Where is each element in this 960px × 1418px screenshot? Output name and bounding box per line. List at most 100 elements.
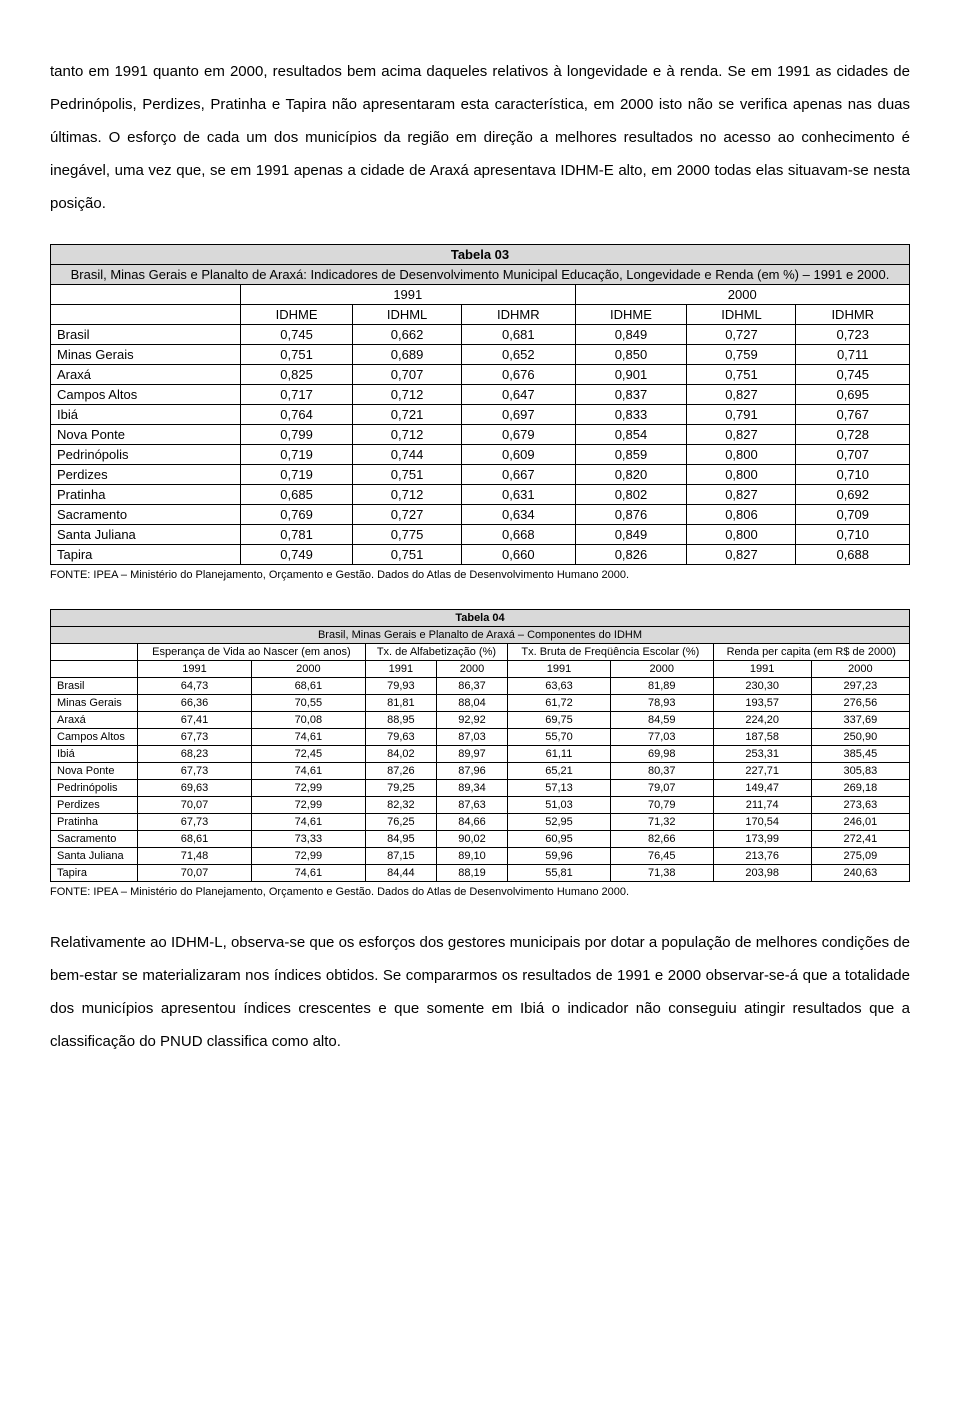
row-label: Perdizes [51, 797, 138, 814]
cell-value: 71,32 [610, 814, 713, 831]
cell-value: 0,751 [241, 345, 353, 365]
cell-value: 72,99 [251, 797, 365, 814]
row-label: Sacramento [51, 831, 138, 848]
cell-value: 90,02 [436, 831, 507, 848]
cell-value: 86,37 [436, 678, 507, 695]
cell-value: 0,769 [241, 505, 353, 525]
cell-value: 0,707 [796, 445, 910, 465]
cell-value: 68,61 [138, 831, 252, 848]
cell-value: 0,820 [575, 465, 687, 485]
row-label: Araxá [51, 365, 241, 385]
cell-value: 84,44 [365, 865, 436, 882]
cell-value: 64,73 [138, 678, 252, 695]
cell-value: 0,676 [462, 365, 575, 385]
cell-value: 52,95 [508, 814, 611, 831]
cell-value: 0,876 [575, 505, 687, 525]
cell-value: 68,23 [138, 746, 252, 763]
cell-value: 0,712 [353, 425, 462, 445]
cell-value: 0,826 [575, 545, 687, 565]
cell-value: 0,719 [241, 445, 353, 465]
table-row: Araxá0,8250,7070,6760,9010,7510,745 [51, 365, 910, 385]
cell-value: 0,709 [796, 505, 910, 525]
table-row: Santa Juliana0,7810,7750,6680,8490,8000,… [51, 525, 910, 545]
cell-value: 0,751 [353, 465, 462, 485]
table04-group-header: Tx. Bruta de Freqüência Escolar (%) [508, 644, 714, 661]
cell-value: 87,96 [436, 763, 507, 780]
table-row: Minas Gerais66,3670,5581,8188,0461,7278,… [51, 695, 910, 712]
table03-col-header: IDHMR [462, 305, 575, 325]
cell-value: 0,745 [796, 365, 910, 385]
table03-col-header-row: IDHMEIDHMLIDHMRIDHMEIDHMLIDHMR [51, 305, 910, 325]
table04-year-header: 2000 [811, 661, 909, 678]
table04-year-header: 1991 [365, 661, 436, 678]
cell-value: 305,83 [811, 763, 909, 780]
cell-value: 76,45 [610, 848, 713, 865]
cell-value: 0,710 [796, 465, 910, 485]
table03-col-header: IDHMR [796, 305, 910, 325]
cell-value: 385,45 [811, 746, 909, 763]
cell-value: 79,93 [365, 678, 436, 695]
cell-value: 246,01 [811, 814, 909, 831]
cell-value: 0,775 [353, 525, 462, 545]
cell-value: 0,695 [796, 385, 910, 405]
cell-value: 74,61 [251, 865, 365, 882]
cell-value: 269,18 [811, 780, 909, 797]
cell-value: 0,751 [687, 365, 796, 385]
cell-value: 0,712 [353, 385, 462, 405]
row-label: Perdizes [51, 465, 241, 485]
cell-value: 0,859 [575, 445, 687, 465]
table04-year-header: 1991 [508, 661, 611, 678]
cell-value: 337,69 [811, 712, 909, 729]
row-label: Santa Juliana [51, 848, 138, 865]
table-row: Campos Altos0,7170,7120,6470,8370,8270,6… [51, 385, 910, 405]
table-row: Santa Juliana71,4872,9987,1589,1059,9676… [51, 848, 910, 865]
table-row: Ibiá0,7640,7210,6970,8330,7910,767 [51, 405, 910, 425]
cell-value: 76,25 [365, 814, 436, 831]
cell-value: 89,34 [436, 780, 507, 797]
cell-value: 0,711 [796, 345, 910, 365]
cell-value: 67,41 [138, 712, 252, 729]
cell-value: 0,791 [687, 405, 796, 425]
cell-value: 87,63 [436, 797, 507, 814]
cell-value: 0,800 [687, 445, 796, 465]
table-row: Perdizes70,0772,9982,3287,6351,0370,7921… [51, 797, 910, 814]
cell-value: 81,81 [365, 695, 436, 712]
row-label: Tapira [51, 545, 241, 565]
table03-col-header: IDHME [575, 305, 687, 325]
cell-value: 0,799 [241, 425, 353, 445]
cell-value: 213,76 [713, 848, 811, 865]
cell-value: 0,849 [575, 525, 687, 545]
cell-value: 0,688 [796, 545, 910, 565]
cell-value: 149,47 [713, 780, 811, 797]
cell-value: 187,58 [713, 729, 811, 746]
cell-value: 88,95 [365, 712, 436, 729]
table04-year-header: 1991 [713, 661, 811, 678]
cell-value: 55,70 [508, 729, 611, 746]
cell-value: 0,751 [353, 545, 462, 565]
table-row: Brasil64,7368,6179,9386,3763,6381,89230,… [51, 678, 910, 695]
cell-value: 0,850 [575, 345, 687, 365]
table03-title: Tabela 03 [51, 245, 910, 265]
cell-value: 92,92 [436, 712, 507, 729]
cell-value: 0,837 [575, 385, 687, 405]
cell-value: 227,71 [713, 763, 811, 780]
cell-value: 0,749 [241, 545, 353, 565]
cell-value: 79,07 [610, 780, 713, 797]
table-row: Brasil0,7450,6620,6810,8490,7270,723 [51, 325, 910, 345]
cell-value: 66,36 [138, 695, 252, 712]
row-label: Pratinha [51, 814, 138, 831]
cell-value: 0,712 [353, 485, 462, 505]
table03-col-header: IDHML [353, 305, 462, 325]
cell-value: 67,73 [138, 729, 252, 746]
cell-value: 272,41 [811, 831, 909, 848]
row-label: Brasil [51, 325, 241, 345]
cell-value: 173,99 [713, 831, 811, 848]
cell-value: 253,31 [713, 746, 811, 763]
table03-year-1991: 1991 [241, 285, 575, 305]
cell-value: 230,30 [713, 678, 811, 695]
row-label: Brasil [51, 678, 138, 695]
cell-value: 82,66 [610, 831, 713, 848]
cell-value: 59,96 [508, 848, 611, 865]
cell-value: 0,719 [241, 465, 353, 485]
cell-value: 0,800 [687, 465, 796, 485]
